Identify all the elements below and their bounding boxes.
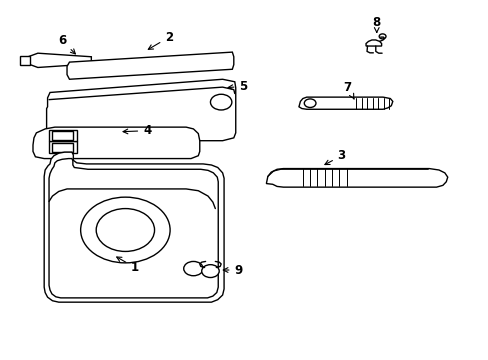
Polygon shape: [46, 79, 235, 141]
Polygon shape: [33, 127, 200, 158]
Text: 5: 5: [227, 80, 247, 93]
Polygon shape: [67, 52, 233, 79]
Polygon shape: [28, 53, 91, 67]
Circle shape: [96, 208, 154, 251]
Text: 9: 9: [223, 264, 243, 276]
Text: 2: 2: [148, 31, 173, 49]
Polygon shape: [49, 130, 77, 141]
Polygon shape: [20, 56, 30, 65]
Text: 7: 7: [343, 81, 353, 99]
Circle shape: [201, 265, 219, 278]
Circle shape: [81, 197, 170, 263]
Circle shape: [210, 94, 231, 110]
Text: 1: 1: [117, 257, 139, 274]
Circle shape: [304, 99, 315, 108]
Text: 6: 6: [58, 34, 75, 54]
Polygon shape: [366, 40, 381, 46]
Text: 3: 3: [324, 149, 345, 165]
Polygon shape: [266, 168, 447, 187]
Text: 4: 4: [123, 124, 151, 137]
Circle shape: [183, 261, 203, 276]
Polygon shape: [44, 152, 224, 302]
Text: 8: 8: [372, 15, 380, 32]
Polygon shape: [49, 141, 77, 153]
Polygon shape: [298, 97, 392, 109]
